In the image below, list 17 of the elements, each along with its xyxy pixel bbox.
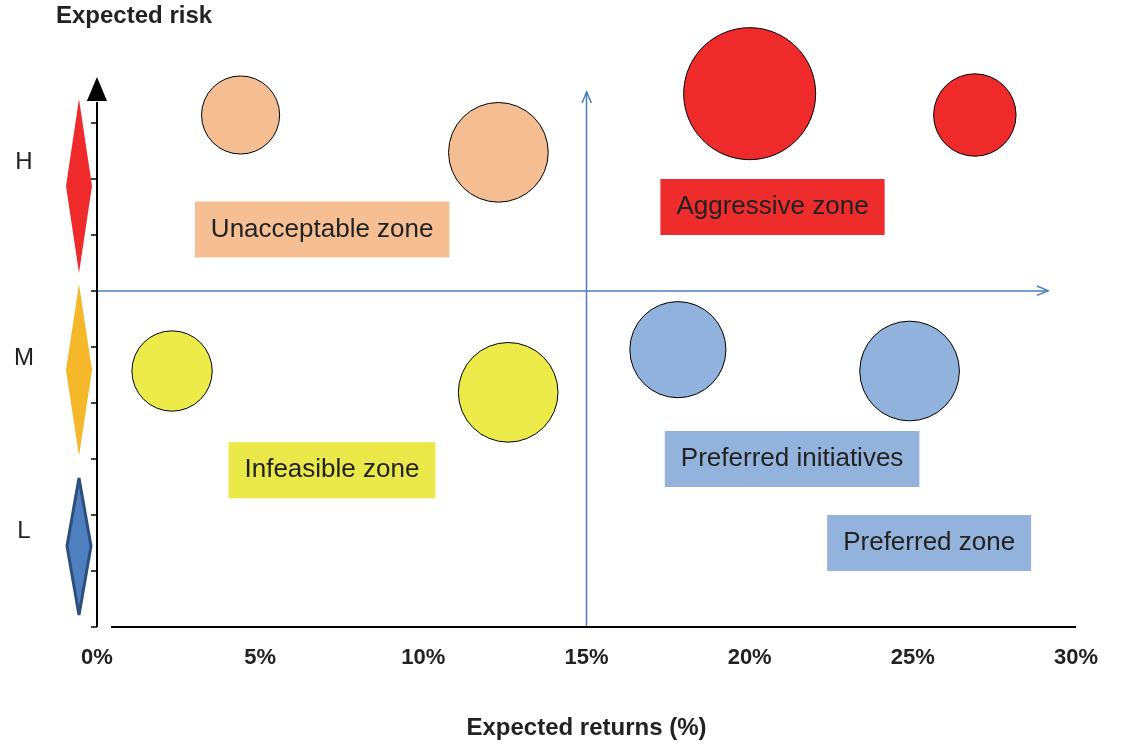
text: M [14,342,34,370]
x-tick-label: 30% [1053,644,1099,670]
x-tick-label: 15% [564,644,609,670]
x-axis-title: Expected returns (%) [466,713,707,741]
x-tick-label: 0% [81,644,113,670]
annotation: Unacceptable zone [210,212,434,243]
annotation: Infeasible zone [244,453,420,484]
y-axis-title: Expected risk [56,0,213,28]
x-tick-label: 20% [727,644,772,670]
x-tick-label: 10% [401,644,446,670]
text: H [15,146,33,174]
x-tick-label: 25% [890,644,935,670]
annotation: Preferred zone [843,526,1016,557]
x-tick-label: 5% [244,644,277,670]
annotation: Aggressive zone [676,190,869,221]
text: L [17,516,31,544]
annotation: Preferred initiatives [680,442,904,473]
